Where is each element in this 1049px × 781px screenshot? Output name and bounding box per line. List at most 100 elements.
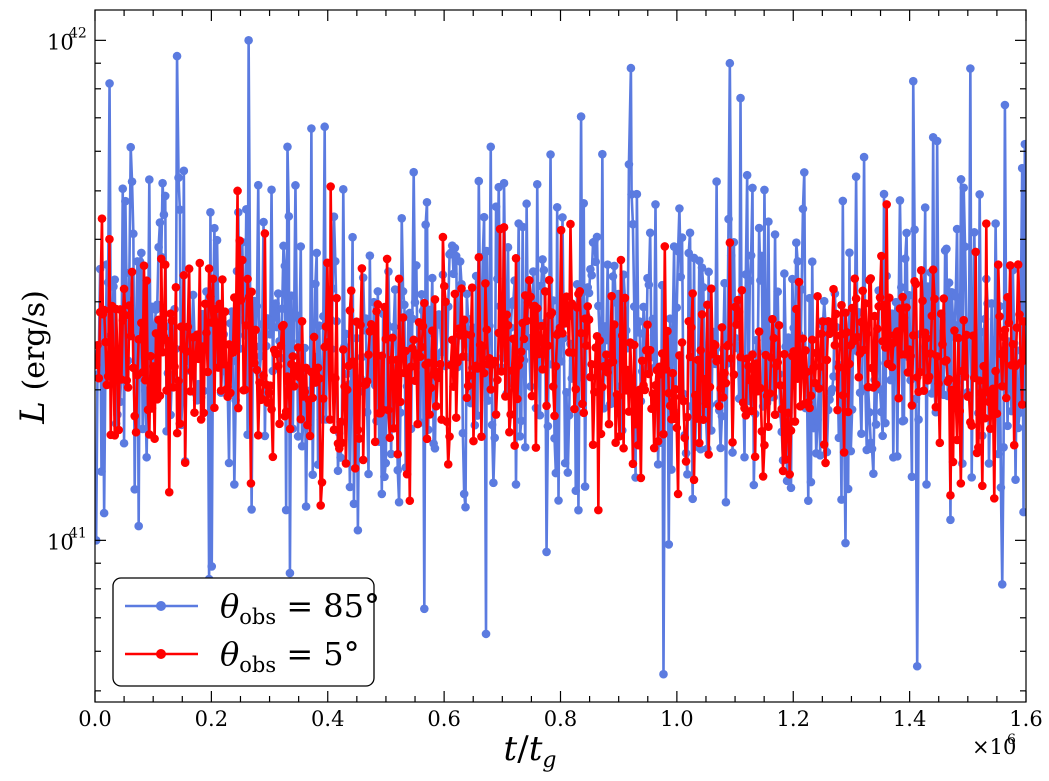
series-1-point — [203, 367, 213, 377]
series-1-point — [540, 287, 550, 296]
series-0-point — [563, 468, 573, 477]
series-1-point — [583, 302, 593, 311]
series-0-point — [562, 388, 571, 397]
series-1-point — [594, 505, 603, 515]
series-1-point — [732, 320, 741, 329]
series-1-point — [200, 299, 210, 309]
series-1-point — [683, 412, 692, 422]
series-0-point — [827, 384, 837, 394]
legend-label-0: θobs = 85° — [220, 587, 380, 629]
series-0-point — [538, 255, 547, 264]
series-1-point — [234, 403, 243, 413]
series-0-point — [672, 303, 682, 312]
series-0-point — [483, 396, 493, 405]
series-1-point — [505, 427, 514, 437]
series-1-point — [443, 459, 453, 469]
series-0-point — [571, 486, 581, 496]
series-0-point — [482, 246, 492, 256]
series-0-point — [645, 228, 655, 238]
series-1-point — [906, 351, 915, 361]
series-1-point — [685, 352, 695, 362]
series-0-point — [780, 269, 789, 278]
series-1-point — [903, 368, 913, 377]
series-0-point — [394, 497, 404, 507]
series-1-point — [381, 334, 391, 344]
series-1-point — [807, 335, 817, 345]
series-1-point — [119, 284, 129, 294]
series-0-point — [665, 314, 675, 323]
series-1-point — [960, 372, 970, 381]
series-0-point — [473, 411, 482, 420]
series-0-point — [312, 248, 322, 258]
series-1-point — [729, 370, 739, 379]
series-1-point — [631, 419, 640, 429]
x-tick-label: 0.6 — [427, 707, 460, 731]
series-1-point — [114, 425, 124, 435]
series-1-point — [934, 379, 943, 388]
series-1-point — [879, 300, 889, 310]
series-1-point — [813, 292, 822, 301]
series-1-point — [671, 384, 680, 394]
series-1-point — [295, 373, 304, 382]
series-0-point — [417, 290, 426, 299]
series-1-point — [1015, 310, 1024, 319]
series-1 — [95, 182, 1026, 515]
series-0-point — [746, 251, 756, 260]
series-0-point — [695, 256, 704, 266]
series-1-point — [971, 247, 980, 257]
series-1-point — [889, 338, 898, 348]
series-1-point — [805, 403, 814, 413]
series-1-point — [220, 307, 230, 317]
series-0-point — [353, 525, 363, 535]
series-1-point — [705, 382, 715, 392]
series-1-point — [704, 450, 713, 459]
series-1-point — [491, 410, 501, 419]
series-0-point — [118, 184, 128, 193]
series-0-point — [603, 260, 612, 269]
legend-marker-0 — [156, 601, 166, 611]
series-0-point — [857, 429, 866, 439]
series-1-point — [503, 321, 513, 330]
series-1-point — [219, 359, 229, 369]
series-1-point — [1004, 318, 1014, 328]
series-1-point — [989, 494, 999, 503]
series-0-point — [600, 322, 610, 331]
series-0-point — [296, 242, 306, 251]
series-1-point — [238, 255, 247, 265]
y-tick-label: 10 — [47, 30, 74, 54]
series-0-point — [273, 289, 283, 298]
series-0-point — [807, 257, 817, 267]
series-0-point — [241, 205, 251, 214]
series-1-point — [313, 363, 323, 373]
series-0-point — [409, 167, 418, 177]
series-1-point — [95, 340, 102, 350]
series-0-point — [728, 448, 737, 457]
series-1-point — [182, 347, 191, 356]
series-0-point — [720, 278, 729, 288]
series-0-point — [628, 219, 638, 229]
series-0-point — [878, 431, 887, 441]
series-0-point — [819, 296, 829, 306]
series-0-point — [991, 219, 1000, 228]
series-1-point — [332, 293, 341, 303]
series-1-point — [988, 384, 998, 394]
series-1-point — [765, 389, 775, 398]
series-0-point — [349, 499, 359, 509]
series-1-point — [158, 347, 167, 357]
series-1-point — [190, 408, 199, 417]
y-tick-exponent: 42 — [69, 25, 87, 41]
series-1-point — [522, 316, 531, 326]
series-1-point — [513, 394, 522, 404]
series-1-point — [637, 356, 647, 366]
series-0-point — [345, 482, 355, 492]
series-1-point — [125, 301, 134, 310]
series-0-point — [584, 288, 594, 298]
series-0-point — [602, 335, 611, 345]
series-1-point — [586, 372, 595, 382]
series-1-point — [1012, 323, 1022, 332]
series-0-point — [653, 460, 663, 469]
series-1-point — [497, 367, 506, 376]
series-1-point — [425, 410, 434, 419]
series-1-point — [778, 466, 788, 476]
series-0-point — [539, 265, 549, 275]
